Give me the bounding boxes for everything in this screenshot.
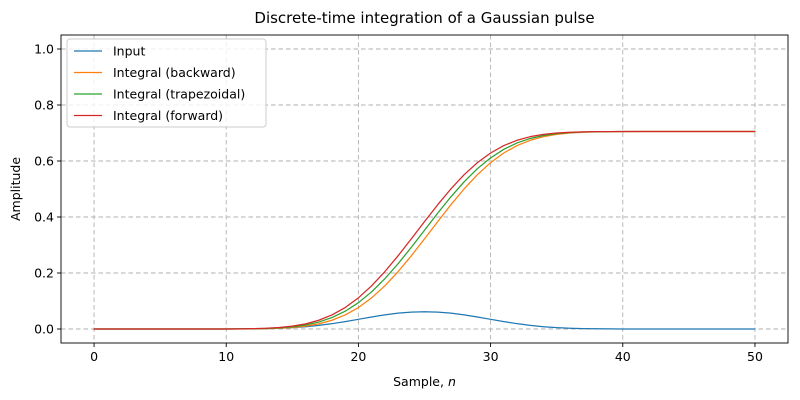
- y-tick-label: 0.4: [34, 210, 54, 225]
- legend: Input Integral (backward) Integral (trapez…: [66, 38, 267, 128]
- legend-label: Integral (trapezoidal): [113, 87, 245, 102]
- x-axis-label-text: Sample,: [393, 374, 448, 389]
- y-tick-label: 0.6: [34, 154, 54, 169]
- x-tick-label: 30: [483, 349, 499, 364]
- y-axis-label: Amplitude: [8, 157, 23, 221]
- x-tick-label: 20: [350, 349, 366, 364]
- x-tick-label: 10: [218, 349, 234, 364]
- y-tick-label: 0.0: [34, 322, 54, 337]
- legend-label: Integral (backward): [113, 65, 236, 80]
- x-axis-label-variable: n: [448, 374, 456, 389]
- y-axis: 0.0 0.2 0.4 0.6 0.8 1.0: [34, 42, 61, 337]
- legend-label: Integral (forward): [113, 108, 223, 123]
- legend-entry: Integral (trapezoidal): [74, 87, 245, 102]
- x-tick-label: 50: [747, 349, 763, 364]
- legend-entry: Integral (backward): [74, 65, 236, 80]
- legend-frame: [66, 38, 267, 128]
- plot-area-frame: [60, 34, 789, 344]
- y-tick-label: 0.8: [34, 98, 54, 113]
- series-layer: [93, 130, 756, 330]
- legend-label: Input: [113, 44, 145, 59]
- x-axis-label: Sample, n: [393, 374, 456, 389]
- chart-title: Discrete-time integration of a Gaussian …: [254, 9, 594, 27]
- x-axis: 0 10 20 30 40 50: [90, 343, 763, 364]
- y-tick-label: 1.0: [34, 42, 54, 57]
- series-line-4: [93, 130, 756, 330]
- x-tick-label: 40: [615, 349, 631, 364]
- y-tick-label: 0.2: [34, 266, 54, 281]
- axes-frame: [60, 34, 789, 344]
- legend-entry: Input: [74, 44, 145, 59]
- x-tick-label: 0: [90, 349, 98, 364]
- legend-entry: Integral (forward): [74, 108, 223, 123]
